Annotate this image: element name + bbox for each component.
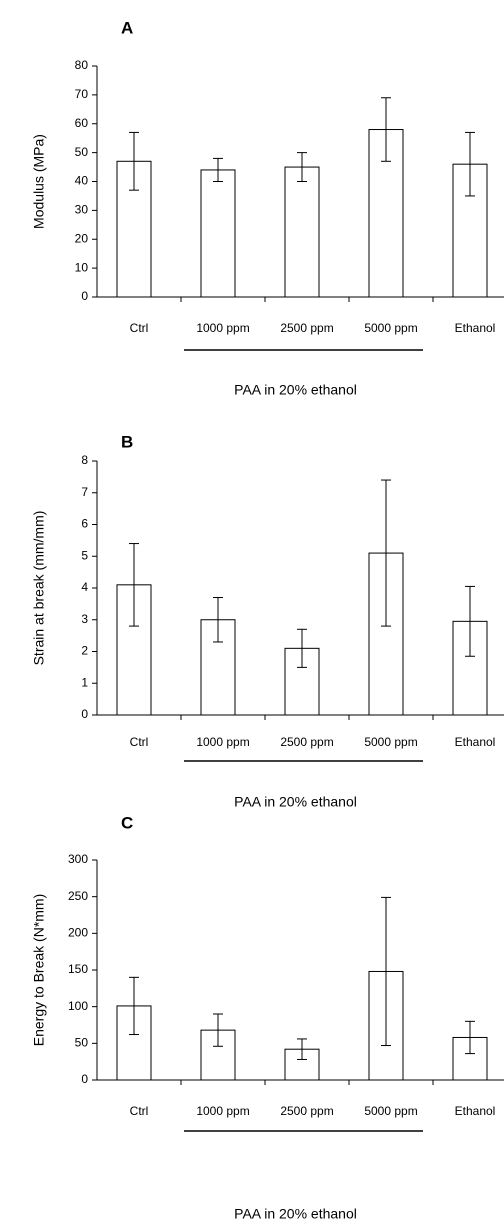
panel-a-y-tick-label: 80 [75,58,89,72]
panel-c-y-tick-label: 200 [68,926,88,940]
panel-b-category-label: 5000 ppm [364,735,417,749]
panel-c-y-tick-label: 250 [68,889,88,903]
panel-b-y-tick-label: 3 [81,612,88,626]
panel-c-y-tick-label: 300 [68,852,88,866]
panel-c-label: C [121,813,133,832]
panel-c-chart: C 0 50 100 150 200 250 300 Energy to Break (N*mm… [31,813,504,1222]
panel-a-y-tick-label: 30 [75,203,89,217]
panel-c-category-label: Ctrl [130,1104,149,1118]
panel-c-y-tick-label: 100 [68,999,88,1013]
panel-b-group-label: PAA in 20% ethanol [234,794,357,810]
panel-c-category-label: 5000 ppm [364,1104,417,1118]
panel-a-y-axis-title: Modulus (MPa) [31,134,47,229]
panel-a-label: A [121,18,133,37]
panel-b-label: B [121,432,133,451]
panel-a-category-label: 2500 ppm [280,321,333,335]
panel-a-bar-2 [284,166,320,298]
panel-c-category-label: Ethanol [455,1104,496,1118]
panel-b-y-tick-label: 4 [81,580,88,594]
panel-c-y-tick-label: 50 [75,1036,89,1050]
panel-a-bar-1 [200,169,236,298]
panel-a-y-tick-label: 40 [75,174,89,188]
panel-a-y-tick-label: 50 [75,145,89,159]
panel-c-group-label: PAA in 20% ethanol [234,1206,357,1222]
panel-c-y-tick-label: 150 [68,962,88,976]
panel-c-y-axis-title: Energy to Break (N*mm) [31,894,47,1046]
panel-b-y-tick-label: 7 [81,485,88,499]
panel-b-category-label: Ethanol [455,735,496,749]
panel-a-group-label: PAA in 20% ethanol [234,382,357,398]
panel-a-y-tick-label: 10 [75,260,89,274]
panel-b-category-label: Ctrl [130,735,149,749]
panel-b-y-tick-label: 0 [81,707,88,721]
panel-c-y-tick-label: 0 [81,1072,88,1086]
panel-a-category-label: 5000 ppm [364,321,417,335]
panel-b-y-tick-label: 8 [81,453,88,467]
panel-b-category-label: 1000 ppm [196,735,249,749]
panel-a-y-tick-label: 0 [81,289,88,303]
panel-a-category-label: Ethanol [455,321,496,335]
panel-b-y-axis-title: Strain at break (mm/mm) [31,511,47,666]
panel-b-y-tick-label: 5 [81,548,88,562]
panel-a-y-tick-label: 20 [75,231,89,245]
panel-b-category-label: 2500 ppm [280,735,333,749]
panel-a-category-label: Ctrl [130,321,149,335]
panel-c-category-label: 2500 ppm [280,1104,333,1118]
panel-a-y-tick-label: 70 [75,87,89,101]
panel-b-y-tick-label: 2 [81,644,88,658]
panel-b-y-tick-label: 1 [81,675,88,689]
panel-b-y-tick-label: 6 [81,517,88,531]
panel-a-y-tick-label: 60 [75,116,89,130]
panel-a-category-label: 1000 ppm [196,321,249,335]
panel-a-chart: A 0 10 20 30 40 50 60 70 80 Modulus (MPa) Ctrl 1000 … [31,18,504,398]
panel-b-chart: B 0 1 2 3 4 5 6 7 8 Strain at break (mm/mm) Ctrl 100… [31,432,504,810]
panel-c-category-label: 1000 ppm [196,1104,249,1118]
